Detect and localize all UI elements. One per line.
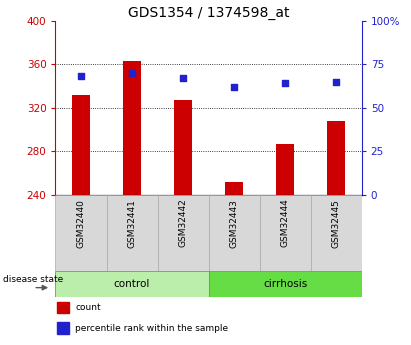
Text: GSM32444: GSM32444 [281,199,290,247]
Bar [57,322,69,334]
Bar [311,195,362,271]
Bar [55,271,209,297]
Bar [106,195,157,271]
Bar [276,144,294,195]
Bar [123,61,141,195]
Bar [57,302,69,313]
Point [231,84,238,90]
Text: percentile rank within the sample: percentile rank within the sample [75,324,229,333]
Point [282,81,289,86]
Bar [209,271,362,297]
Text: cirrhosis: cirrhosis [263,279,307,289]
Text: GSM32441: GSM32441 [127,199,136,248]
Text: disease state: disease state [3,275,63,284]
Point [333,79,339,85]
Text: count: count [75,303,101,312]
Point [180,76,186,81]
Point [78,74,84,79]
Text: GSM32440: GSM32440 [76,199,85,248]
Text: control: control [114,279,150,289]
Text: GSM32442: GSM32442 [178,199,187,247]
Text: GSM32445: GSM32445 [332,199,341,248]
Bar [327,121,345,195]
Bar [55,195,106,271]
Bar [260,195,311,271]
Point [129,70,135,76]
Text: GSM32443: GSM32443 [230,199,239,248]
Title: GDS1354 / 1374598_at: GDS1354 / 1374598_at [128,6,289,20]
Bar [72,95,90,195]
Bar [225,182,243,195]
Bar [157,195,208,271]
Bar [174,100,192,195]
Bar [209,195,260,271]
